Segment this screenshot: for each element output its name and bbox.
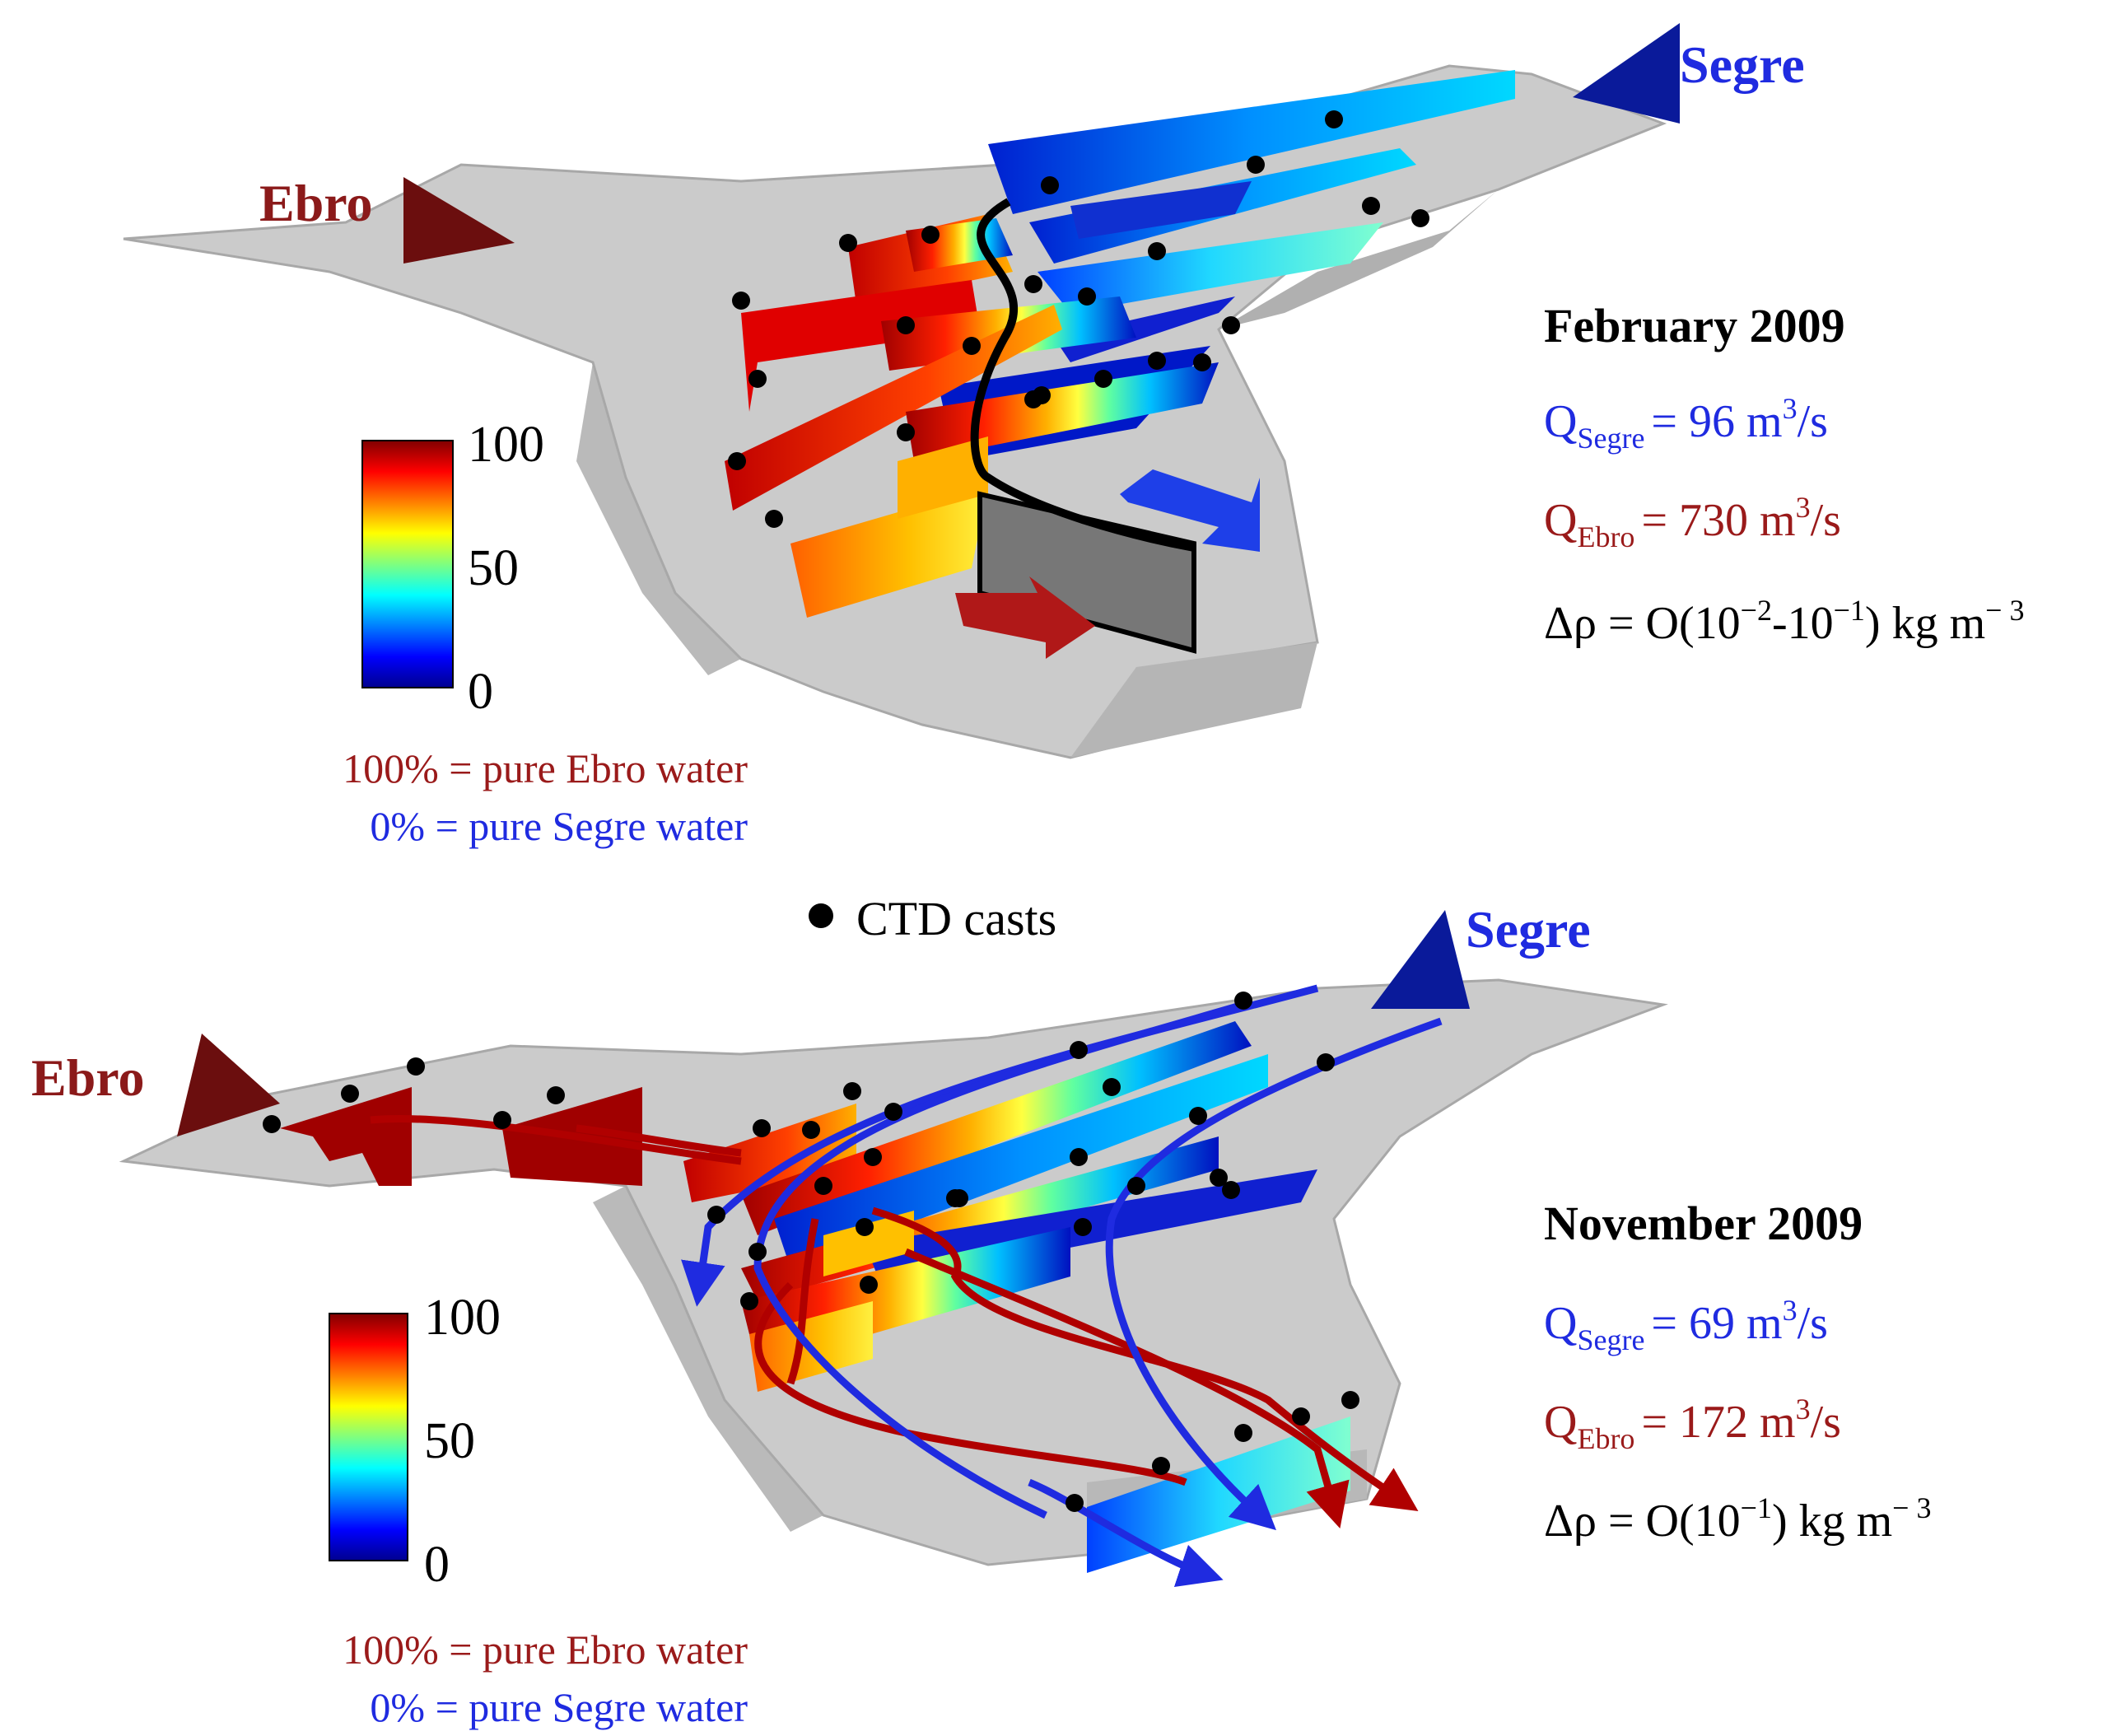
ctd-cast-dot xyxy=(1033,386,1051,404)
ctd-cast-dot xyxy=(707,1206,725,1224)
ctd-cast-dot xyxy=(860,1276,878,1294)
ebro-flow-arrow xyxy=(955,576,1095,659)
density-contrast: Δρ = O(10−1) kg m− 3 xyxy=(1544,1491,1931,1547)
q-segre: QSegre = 96 m3/s xyxy=(1544,392,1828,455)
ctd-cast-dot xyxy=(748,1243,767,1261)
ctd-cast-dot xyxy=(732,292,750,310)
ctd-cast-dot xyxy=(765,510,783,528)
ctd-cast-dot xyxy=(263,1115,281,1133)
panel-february: 100 50 0 Ebro Segre February 2009 QSegre… xyxy=(123,23,2024,849)
ctd-cast-dot xyxy=(1024,275,1042,293)
panel-title: November 2009 xyxy=(1544,1197,1863,1250)
river-label-ebro: Ebro xyxy=(31,1048,145,1107)
ctd-cast-dot xyxy=(1317,1053,1335,1071)
ctd-cast-dot xyxy=(897,316,915,334)
river-label-segre: Segre xyxy=(1466,900,1591,959)
ctd-cast-dot xyxy=(963,337,981,355)
ctd-cast-dot xyxy=(1127,1177,1145,1195)
note-segre: 0% = pure Segre water xyxy=(370,1684,748,1730)
note-ebro: 100% = pure Ebro water xyxy=(343,1626,748,1673)
ctd-cast-dot xyxy=(740,1292,758,1310)
q-segre: QSegre = 69 m3/s xyxy=(1544,1294,1828,1356)
ctd-cast-dot xyxy=(1234,992,1252,1010)
ctd-cast-dot xyxy=(1411,209,1429,227)
ctd-cast-dot xyxy=(1222,1181,1240,1199)
river-label-ebro: Ebro xyxy=(259,174,373,232)
ctd-cast-dot xyxy=(921,226,940,244)
ctd-casts xyxy=(728,110,1429,528)
colorbar: 100 50 0 xyxy=(329,1290,501,1593)
colorbar-tick-50: 50 xyxy=(468,540,519,596)
ctd-cast-dot xyxy=(843,1082,861,1100)
ctd-legend-label: CTD casts xyxy=(856,892,1056,945)
q-ebro: QEbro = 730 m3/s xyxy=(1544,491,1841,553)
ctd-cast-dot xyxy=(897,423,915,441)
ctd-cast-dot xyxy=(1070,1041,1088,1059)
colorbar-tick-0: 0 xyxy=(424,1537,450,1593)
segre-marker xyxy=(1573,23,1680,124)
ctd-legend-icon xyxy=(809,903,833,928)
panel-title: February 2009 xyxy=(1544,299,1845,352)
segre-flow-arrow xyxy=(1120,469,1260,552)
mixing-front xyxy=(970,198,1196,654)
ctd-cast-dot xyxy=(407,1057,425,1076)
ctd-cast-dot xyxy=(1065,1494,1084,1512)
ctd-cast-dot xyxy=(341,1085,359,1103)
ctd-cast-dot xyxy=(839,234,857,252)
ctd-cast-dot xyxy=(1247,156,1265,174)
ctd-cast-dot xyxy=(1103,1078,1121,1096)
ctd-cast-dot xyxy=(1094,370,1112,388)
colorbar-tick-0: 0 xyxy=(468,664,493,720)
ctd-cast-dot xyxy=(753,1119,771,1137)
ctd-cast-dot xyxy=(1152,1457,1170,1475)
ctd-legend: CTD casts xyxy=(809,892,1056,945)
ctd-cast-dot xyxy=(1292,1407,1310,1426)
ctd-cast-dot xyxy=(1193,353,1211,371)
ctd-cast-dot xyxy=(1222,316,1240,334)
ebro-marker xyxy=(403,177,515,264)
ctd-cast-dot xyxy=(864,1148,882,1166)
panel-november: 100 50 0 Ebro Segre November 2009 QSegre… xyxy=(31,900,1931,1730)
ctd-cast-dot xyxy=(1041,176,1059,194)
ctd-cast-dot xyxy=(1070,1148,1088,1166)
ctd-cast-dot xyxy=(1074,1218,1092,1236)
ctd-cast-dot xyxy=(814,1177,832,1195)
ebro-marker xyxy=(177,1034,280,1136)
colorbar-tick-100: 100 xyxy=(424,1290,501,1346)
ctd-cast-dot xyxy=(547,1086,565,1104)
ctd-cast-dot xyxy=(1189,1107,1207,1125)
ctd-cast-dot xyxy=(946,1189,964,1207)
flow-arrows xyxy=(955,469,1260,659)
note-segre: 0% = pure Segre water xyxy=(370,803,748,849)
ctd-cast-dot xyxy=(748,370,767,388)
streamlines xyxy=(370,984,1443,1588)
ctd-cast-dot xyxy=(1341,1391,1359,1409)
ctd-cast-dot xyxy=(1148,242,1166,260)
colorbar-tick-50: 50 xyxy=(424,1413,475,1469)
colorbar-tick-100: 100 xyxy=(468,417,544,473)
ctd-cast-dot xyxy=(884,1103,902,1121)
segre-marker xyxy=(1371,910,1470,1009)
ctd-cast-dot xyxy=(493,1111,511,1129)
density-contrast: Δρ = O(10−2-10−1) kg m− 3 xyxy=(1544,594,2024,649)
ctd-cast-dot xyxy=(728,452,746,470)
ctd-cast-dot xyxy=(802,1121,820,1139)
river-label-segre: Segre xyxy=(1680,35,1805,94)
ctd-cast-dot xyxy=(1210,1169,1228,1187)
ctd-cast-dot xyxy=(1234,1424,1252,1442)
q-ebro: QEbro = 172 m3/s xyxy=(1544,1393,1841,1455)
ctd-cast-dot xyxy=(1325,110,1343,128)
colorbar: 100 50 0 xyxy=(361,417,544,720)
ctd-cast-dot xyxy=(1148,352,1166,370)
ctd-casts xyxy=(263,992,1359,1512)
ctd-cast-dot xyxy=(1078,287,1096,306)
ctd-cast-dot xyxy=(1362,197,1380,215)
note-ebro: 100% = pure Ebro water xyxy=(343,745,748,791)
ctd-cast-dot xyxy=(856,1218,874,1236)
